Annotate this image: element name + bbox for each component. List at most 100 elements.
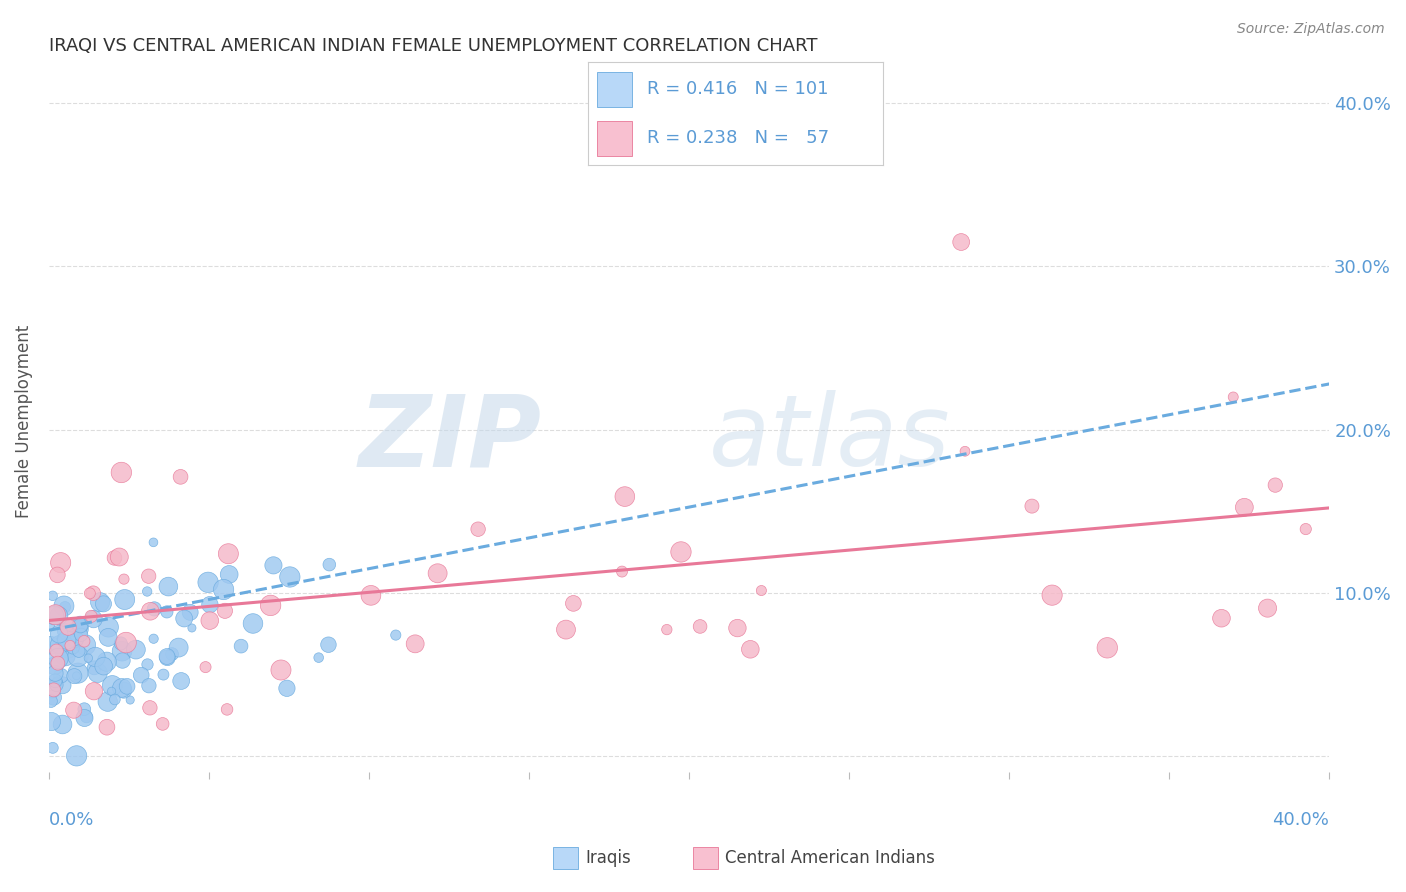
Bar: [596, 71, 633, 106]
Point: [111, 644, 134, 658]
Text: R = 0.238   N =   57: R = 0.238 N = 57: [647, 129, 830, 147]
Point: [55, 618, 77, 632]
Point: [41, 714, 63, 729]
Point: [198, 598, 221, 612]
Text: Central American Indians: Central American Indians: [725, 849, 935, 867]
Point: [77, 651, 100, 665]
Point: [86, 665, 108, 680]
Point: [104, 692, 127, 706]
Point: [56, 637, 79, 651]
Point: [49, 632, 72, 646]
Point: [152, 667, 174, 681]
Point: [125, 642, 148, 657]
Point: [950, 235, 973, 249]
Point: [167, 640, 190, 655]
Point: [66, 666, 89, 681]
Point: [218, 567, 240, 582]
Point: [103, 550, 125, 565]
Point: [270, 663, 292, 677]
Point: [44, 608, 66, 623]
Point: [138, 569, 160, 583]
Point: [157, 580, 180, 594]
Point: [56, 642, 79, 657]
Text: 40.0%: 40.0%: [1272, 811, 1329, 829]
Point: [69, 617, 91, 632]
Point: [212, 582, 235, 597]
Point: [173, 611, 195, 625]
Point: [44, 607, 66, 622]
Point: [97, 620, 120, 634]
Point: [75, 638, 97, 652]
Text: Iraqis: Iraqis: [585, 849, 631, 867]
Point: [39, 639, 62, 653]
Point: [751, 583, 773, 598]
Point: [669, 545, 692, 559]
Point: [65, 748, 87, 763]
Point: [613, 490, 636, 504]
Point: [42, 682, 65, 697]
Point: [73, 711, 96, 725]
Point: [62, 703, 84, 717]
Point: [384, 628, 406, 642]
Point: [725, 621, 748, 635]
Point: [48, 608, 70, 623]
Point: [229, 639, 252, 653]
Point: [49, 556, 72, 570]
Point: [136, 584, 159, 599]
Point: [169, 470, 191, 484]
Point: [69, 618, 91, 632]
Point: [83, 661, 105, 675]
Point: [110, 466, 132, 480]
Point: [112, 572, 135, 586]
Point: [142, 535, 165, 549]
Point: [136, 657, 159, 672]
Point: [214, 604, 236, 618]
Point: [101, 678, 124, 692]
Point: [1222, 390, 1244, 404]
Point: [108, 549, 131, 564]
Point: [65, 632, 87, 647]
Point: [360, 588, 382, 602]
Point: [278, 570, 301, 584]
Point: [73, 702, 96, 716]
Point: [156, 605, 179, 619]
Point: [1257, 601, 1279, 615]
Point: [97, 695, 120, 709]
Point: [89, 595, 111, 609]
Point: [1040, 588, 1063, 602]
Point: [689, 619, 711, 633]
Point: [160, 647, 183, 661]
Point: [1211, 611, 1233, 625]
Point: [655, 623, 678, 637]
Text: Source: ZipAtlas.com: Source: ZipAtlas.com: [1237, 22, 1385, 37]
Point: [181, 621, 204, 635]
Point: [59, 639, 82, 653]
Point: [42, 690, 65, 705]
Text: atlas: atlas: [709, 391, 950, 488]
Point: [48, 627, 70, 641]
Point: [76, 709, 98, 723]
Point: [42, 740, 65, 755]
Point: [110, 636, 132, 650]
Point: [96, 720, 118, 734]
Point: [51, 717, 73, 731]
Point: [953, 444, 976, 458]
Point: [740, 642, 762, 657]
Point: [83, 684, 105, 698]
Point: [129, 668, 152, 682]
Text: IRAQI VS CENTRAL AMERICAN INDIAN FEMALE UNEMPLOYMENT CORRELATION CHART: IRAQI VS CENTRAL AMERICAN INDIAN FEMALE …: [49, 37, 817, 55]
Point: [41, 589, 63, 603]
Point: [44, 658, 66, 673]
Point: [170, 673, 193, 688]
Point: [198, 614, 221, 628]
Point: [97, 631, 120, 645]
Point: [308, 650, 330, 665]
Point: [1264, 478, 1286, 492]
Point: [53, 600, 76, 615]
Point: [49, 669, 72, 683]
Point: [39, 694, 62, 708]
Point: [83, 612, 105, 626]
Point: [55, 633, 77, 648]
Point: [156, 650, 179, 665]
Point: [426, 566, 449, 581]
